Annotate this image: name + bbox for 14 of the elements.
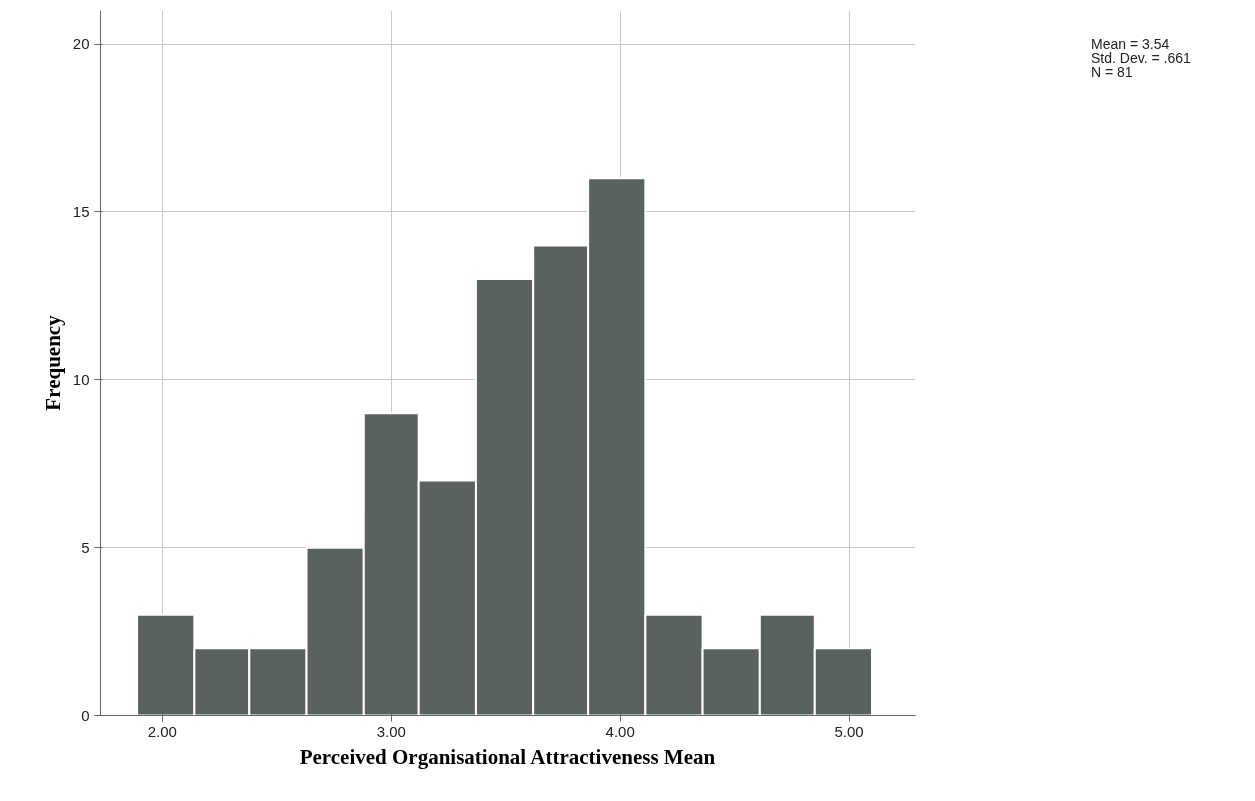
text: N = 81 bbox=[1091, 64, 1133, 80]
x-tick-label: 2.00 bbox=[147, 722, 177, 740]
y-tick-label: 0 bbox=[81, 706, 90, 724]
y-tick-label: 5 bbox=[81, 538, 90, 556]
text: Mean = 3.54 bbox=[1091, 36, 1170, 52]
x-tick-label: 3.00 bbox=[376, 722, 406, 740]
x-axis-title: Perceived Organisational Attractiveness Mean bbox=[299, 744, 716, 769]
x-tick-label: 5.00 bbox=[834, 722, 864, 740]
y-tick-label: 15 bbox=[72, 202, 90, 220]
y-axis-title: Frequency bbox=[40, 314, 65, 411]
y-tick-label: 10 bbox=[72, 370, 90, 388]
text: Std. Dev. = .661 bbox=[1091, 50, 1191, 66]
x-tick-label: 4.00 bbox=[605, 722, 635, 740]
y-tick-label: 20 bbox=[72, 35, 90, 53]
